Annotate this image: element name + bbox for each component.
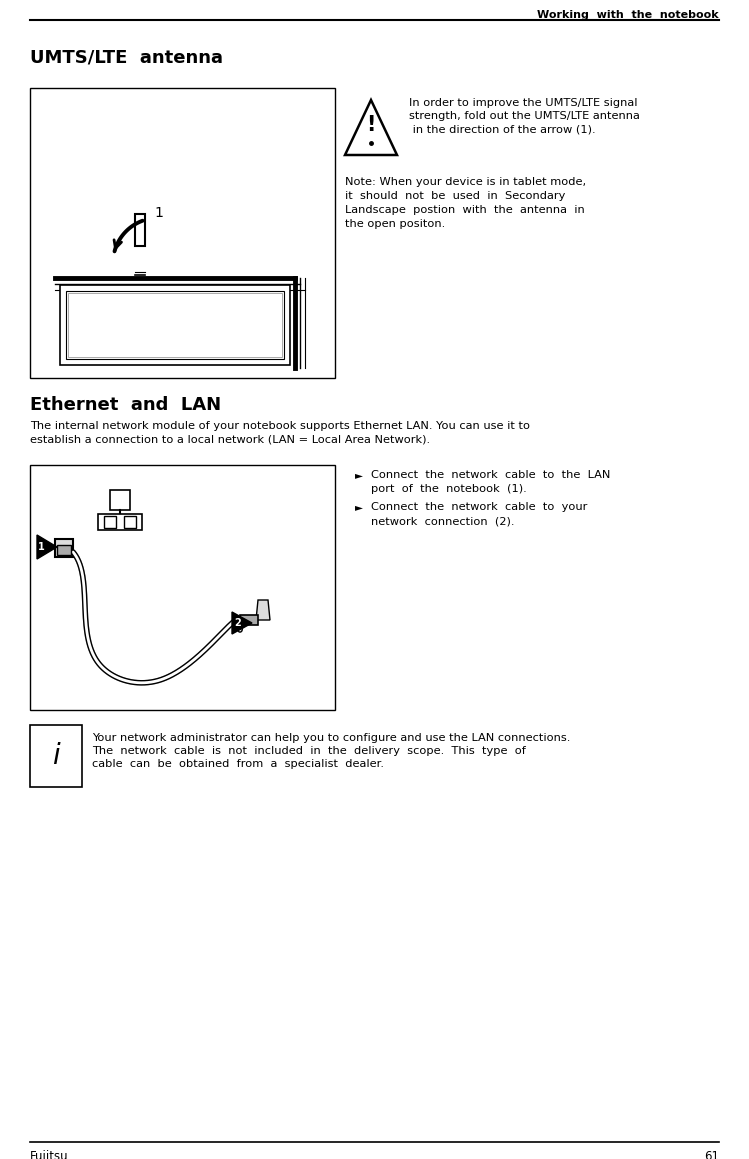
Bar: [98, 513, 142, 530]
Bar: [30, 726, 82, 787]
Text: cable  can  be  obtained  from  a  specialist  dealer.: cable can be obtained from a specialist …: [92, 759, 384, 770]
Text: port  of  the  notebook  (1).: port of the notebook (1).: [371, 484, 527, 494]
Text: Connect  the  network  cable  to  the  LAN: Connect the network cable to the LAN: [371, 471, 610, 480]
Text: Ethernet  and  LAN: Ethernet and LAN: [30, 396, 221, 414]
Polygon shape: [345, 100, 397, 155]
Bar: [55, 539, 73, 557]
Bar: [57, 545, 71, 555]
Bar: [60, 285, 290, 365]
Polygon shape: [232, 612, 252, 634]
Bar: [240, 615, 258, 625]
Text: establish a connection to a local network (LAN = Local Area Network).: establish a connection to a local networ…: [30, 435, 430, 445]
Text: 61: 61: [704, 1150, 719, 1159]
Text: network  connection  (2).: network connection (2).: [371, 516, 515, 526]
Text: 1: 1: [154, 205, 163, 220]
Text: The  network  cable  is  not  included  in  the  delivery  scope.  This  type  o: The network cable is not included in the…: [92, 746, 526, 756]
Bar: [68, 293, 282, 357]
Text: The internal network module of your notebook supports Ethernet LAN. You can use : The internal network module of your note…: [30, 421, 530, 431]
Text: Working  with  the  notebook: Working with the notebook: [537, 10, 719, 20]
Bar: [110, 490, 130, 510]
Text: the open positon.: the open positon.: [345, 219, 445, 229]
Text: !: !: [366, 115, 376, 134]
Text: Your network administrator can help you to configure and use the LAN connections: Your network administrator can help you …: [92, 732, 571, 743]
Text: ►: ►: [355, 471, 363, 480]
Text: 2: 2: [234, 618, 241, 628]
Text: In order to improve the UMTS/LTE signal: In order to improve the UMTS/LTE signal: [409, 99, 637, 108]
Bar: [124, 516, 136, 529]
Polygon shape: [37, 535, 57, 559]
Bar: [135, 214, 145, 246]
Text: Note: When your device is in tablet mode,: Note: When your device is in tablet mode…: [345, 177, 586, 187]
Text: Fujitsu: Fujitsu: [30, 1150, 69, 1159]
Bar: [30, 465, 335, 710]
Bar: [104, 516, 116, 529]
Text: Landscape  postion  with  the  antenna  in: Landscape postion with the antenna in: [345, 205, 585, 216]
Bar: [30, 88, 335, 378]
Text: in the direction of the arrow (1).: in the direction of the arrow (1).: [409, 124, 595, 134]
Text: i: i: [52, 742, 60, 770]
Text: ►: ►: [355, 502, 363, 512]
Text: Connect  the  network  cable  to  your: Connect the network cable to your: [371, 502, 587, 512]
Text: UMTS/LTE  antenna: UMTS/LTE antenna: [30, 48, 223, 66]
Bar: [66, 291, 284, 359]
Text: 1: 1: [37, 542, 44, 552]
Text: strength, fold out the UMTS/LTE antenna: strength, fold out the UMTS/LTE antenna: [409, 111, 640, 121]
Text: it  should  not  be  used  in  Secondary: it should not be used in Secondary: [345, 191, 565, 201]
Polygon shape: [256, 600, 270, 620]
